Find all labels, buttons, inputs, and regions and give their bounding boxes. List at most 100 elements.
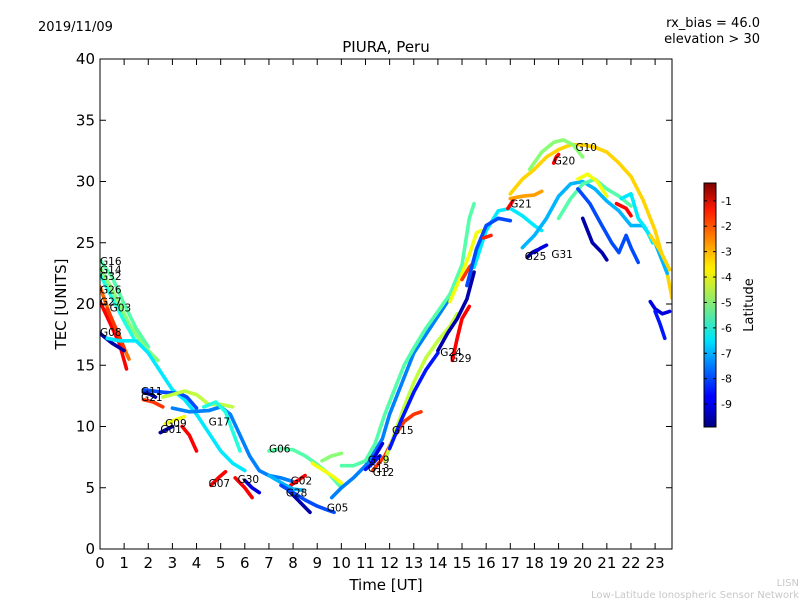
satellite-label: G20 bbox=[554, 156, 576, 168]
satellite-track-g10b bbox=[527, 138, 585, 172]
x-tick-label: 18 bbox=[525, 554, 544, 572]
satellite-label: G13 bbox=[368, 463, 390, 475]
satellite-track-g31d bbox=[576, 187, 640, 265]
colorbar-tick-label: -7 bbox=[721, 347, 732, 360]
satellite-track-g31j bbox=[653, 309, 667, 341]
y-tick-label: 20 bbox=[76, 295, 95, 313]
satellite-track-g31h bbox=[648, 233, 672, 272]
colorbar-tick-label: -2 bbox=[721, 220, 732, 233]
satellite-track-g27 bbox=[100, 299, 129, 371]
satellite-label: G10 bbox=[575, 142, 597, 154]
satellite-track-g05c bbox=[339, 201, 476, 468]
y-tick-label: 15 bbox=[76, 356, 95, 374]
x-tick-label: 14 bbox=[428, 554, 447, 572]
rx-bias-label: rx_bias = 46.0 bbox=[666, 16, 760, 31]
lisn-brand: LISN bbox=[777, 578, 799, 589]
satellite-track-g31f bbox=[619, 192, 655, 245]
y-tick-label: 35 bbox=[76, 111, 95, 129]
satellite-label: G21 bbox=[141, 392, 163, 404]
satellite-track-g16 bbox=[100, 258, 151, 349]
satellite-label: G26 bbox=[100, 284, 122, 296]
x-ticks: 0 1 2 3 4 5 6 7 8 9 10 11 12 13 14 15 16 17 18 19 20 21 22 23 bbox=[95, 59, 665, 572]
satellite-track-g17b bbox=[202, 400, 242, 453]
satellite-label: G08 bbox=[100, 327, 122, 339]
satellite-label: G02 bbox=[291, 475, 313, 487]
satellite-label: G03 bbox=[110, 303, 132, 315]
colorbar-tick-label: -3 bbox=[721, 246, 732, 259]
x-tick-label: 6 bbox=[240, 554, 250, 572]
satellite-track-g06b bbox=[310, 461, 344, 485]
satellite-track-g09 bbox=[163, 414, 187, 426]
satellite-label: G06 bbox=[269, 444, 291, 456]
satellite-track-g02 bbox=[288, 473, 307, 488]
x-axis-label: Time [UT] bbox=[348, 576, 422, 594]
satellite-track-g02a bbox=[141, 397, 165, 409]
satellite-label: G32 bbox=[100, 271, 122, 283]
satellite-track-g29b bbox=[448, 228, 484, 304]
x-tick-label: 4 bbox=[192, 554, 202, 572]
y-tick-label: 5 bbox=[85, 479, 95, 497]
satellite-track-g21d bbox=[465, 216, 513, 288]
satellite-track-g01b bbox=[180, 424, 199, 453]
satellite-label: G15 bbox=[392, 425, 414, 437]
colorbar bbox=[703, 182, 717, 428]
x-tick-label: 19 bbox=[549, 554, 568, 572]
satellite-label: G29 bbox=[450, 353, 472, 365]
colorbar-tick-label: -4 bbox=[721, 271, 732, 284]
satellite-track-g31g bbox=[614, 201, 633, 218]
x-tick-label: 2 bbox=[143, 554, 153, 572]
satellite-track-g21f bbox=[506, 199, 515, 211]
y-ticks: 0 5 10 15 20 25 30 35 40 bbox=[76, 50, 672, 558]
satellite-label: G12 bbox=[373, 467, 395, 479]
satellite-label: G24 bbox=[440, 347, 462, 359]
x-tick-label: 11 bbox=[356, 554, 375, 572]
satellite-track-g05 bbox=[279, 483, 336, 515]
lisn-network-name: Low-Latitude Ionospheric Sensor Network bbox=[591, 590, 799, 600]
y-tick-label: 30 bbox=[76, 173, 95, 191]
satellite-label: G19 bbox=[368, 455, 390, 467]
satellite-label: G14 bbox=[100, 265, 122, 277]
x-tick-label: 3 bbox=[168, 554, 178, 572]
date-label: 2019/11/09 bbox=[38, 20, 113, 35]
colorbar-tick-label: -8 bbox=[721, 373, 732, 386]
y-axis-label: TEC [UNITS] bbox=[52, 259, 70, 351]
satellite-track-g33 bbox=[576, 172, 609, 198]
satellite-track-g01 bbox=[158, 424, 175, 435]
satellite-label: G11 bbox=[141, 386, 163, 398]
x-tick-label: 13 bbox=[404, 554, 423, 572]
satellite-label: G21 bbox=[510, 199, 532, 211]
satellite-track-g13 bbox=[363, 454, 382, 472]
satellite-label: G01 bbox=[160, 424, 182, 436]
colorbar-tick-label: -5 bbox=[721, 296, 732, 309]
satellite-track-g06c bbox=[320, 451, 344, 463]
x-tick-label: 16 bbox=[477, 554, 496, 572]
satellite-track-g29 bbox=[450, 304, 472, 363]
satellite-track-g21c bbox=[472, 206, 544, 270]
satellite-track-g21e bbox=[481, 233, 493, 240]
y-tick-label: 40 bbox=[76, 50, 95, 68]
satellite-label: G31 bbox=[551, 249, 573, 261]
x-tick-label: 7 bbox=[264, 554, 274, 572]
colorbar-tick-label: -1 bbox=[721, 195, 732, 208]
x-tick-label: 15 bbox=[452, 554, 471, 572]
y-tick-label: 10 bbox=[76, 418, 95, 436]
x-tick-label: 23 bbox=[646, 554, 665, 572]
colorbar-label: Latitude bbox=[742, 278, 757, 332]
satellite-track-g30b bbox=[243, 478, 262, 495]
series-layer bbox=[100, 138, 672, 515]
satellite-track-g31 bbox=[532, 243, 549, 255]
satellite-track-g31e bbox=[580, 216, 609, 262]
x-tick-label: 12 bbox=[380, 554, 399, 572]
elevation-label: elevation > 30 bbox=[664, 32, 760, 47]
satellite-label: G28 bbox=[286, 488, 308, 500]
satellite-label: G05 bbox=[327, 502, 349, 514]
satellite-track-g10 bbox=[508, 143, 672, 300]
colorbar-ticks: -1 -2 -3 -4 -5 -6 -7 -8 -9 bbox=[704, 195, 732, 411]
satellite-label: G25 bbox=[525, 251, 547, 263]
x-tick-label: 8 bbox=[288, 554, 298, 572]
x-tick-label: 17 bbox=[501, 554, 520, 572]
satellite-label: G07 bbox=[209, 478, 231, 490]
satellite-label: G16 bbox=[100, 256, 122, 268]
satellite-track-g30 bbox=[233, 476, 254, 500]
